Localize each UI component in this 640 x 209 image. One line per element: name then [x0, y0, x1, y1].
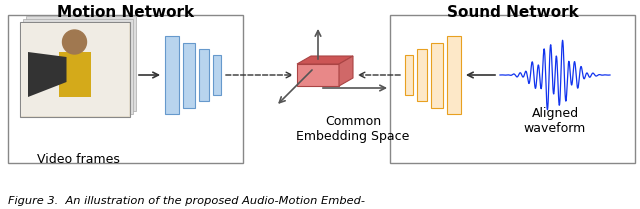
Bar: [26, 16, 136, 111]
Polygon shape: [297, 64, 339, 86]
Bar: [199, 49, 209, 101]
Bar: [165, 36, 179, 114]
Polygon shape: [339, 56, 353, 86]
Text: Motion Network: Motion Network: [57, 5, 194, 20]
Text: Aligned
waveform: Aligned waveform: [524, 107, 586, 135]
Text: Common
Embedding Space: Common Embedding Space: [296, 115, 410, 143]
Circle shape: [63, 30, 86, 54]
Bar: [417, 49, 427, 101]
Text: Video frames: Video frames: [36, 153, 120, 166]
Polygon shape: [28, 52, 67, 97]
Text: Figure 3.  An illustration of the proposed Audio-Motion Embed-: Figure 3. An illustration of the propose…: [8, 196, 365, 206]
Bar: [405, 55, 413, 95]
Bar: [20, 22, 130, 117]
Bar: [183, 42, 195, 107]
Bar: [447, 36, 461, 114]
Bar: [390, 15, 635, 163]
Bar: [58, 52, 90, 97]
Bar: [23, 19, 133, 114]
Bar: [213, 55, 221, 95]
Bar: [8, 15, 243, 163]
Bar: [21, 23, 129, 116]
Bar: [431, 42, 443, 107]
Polygon shape: [297, 56, 353, 64]
Text: Sound Network: Sound Network: [447, 5, 579, 20]
